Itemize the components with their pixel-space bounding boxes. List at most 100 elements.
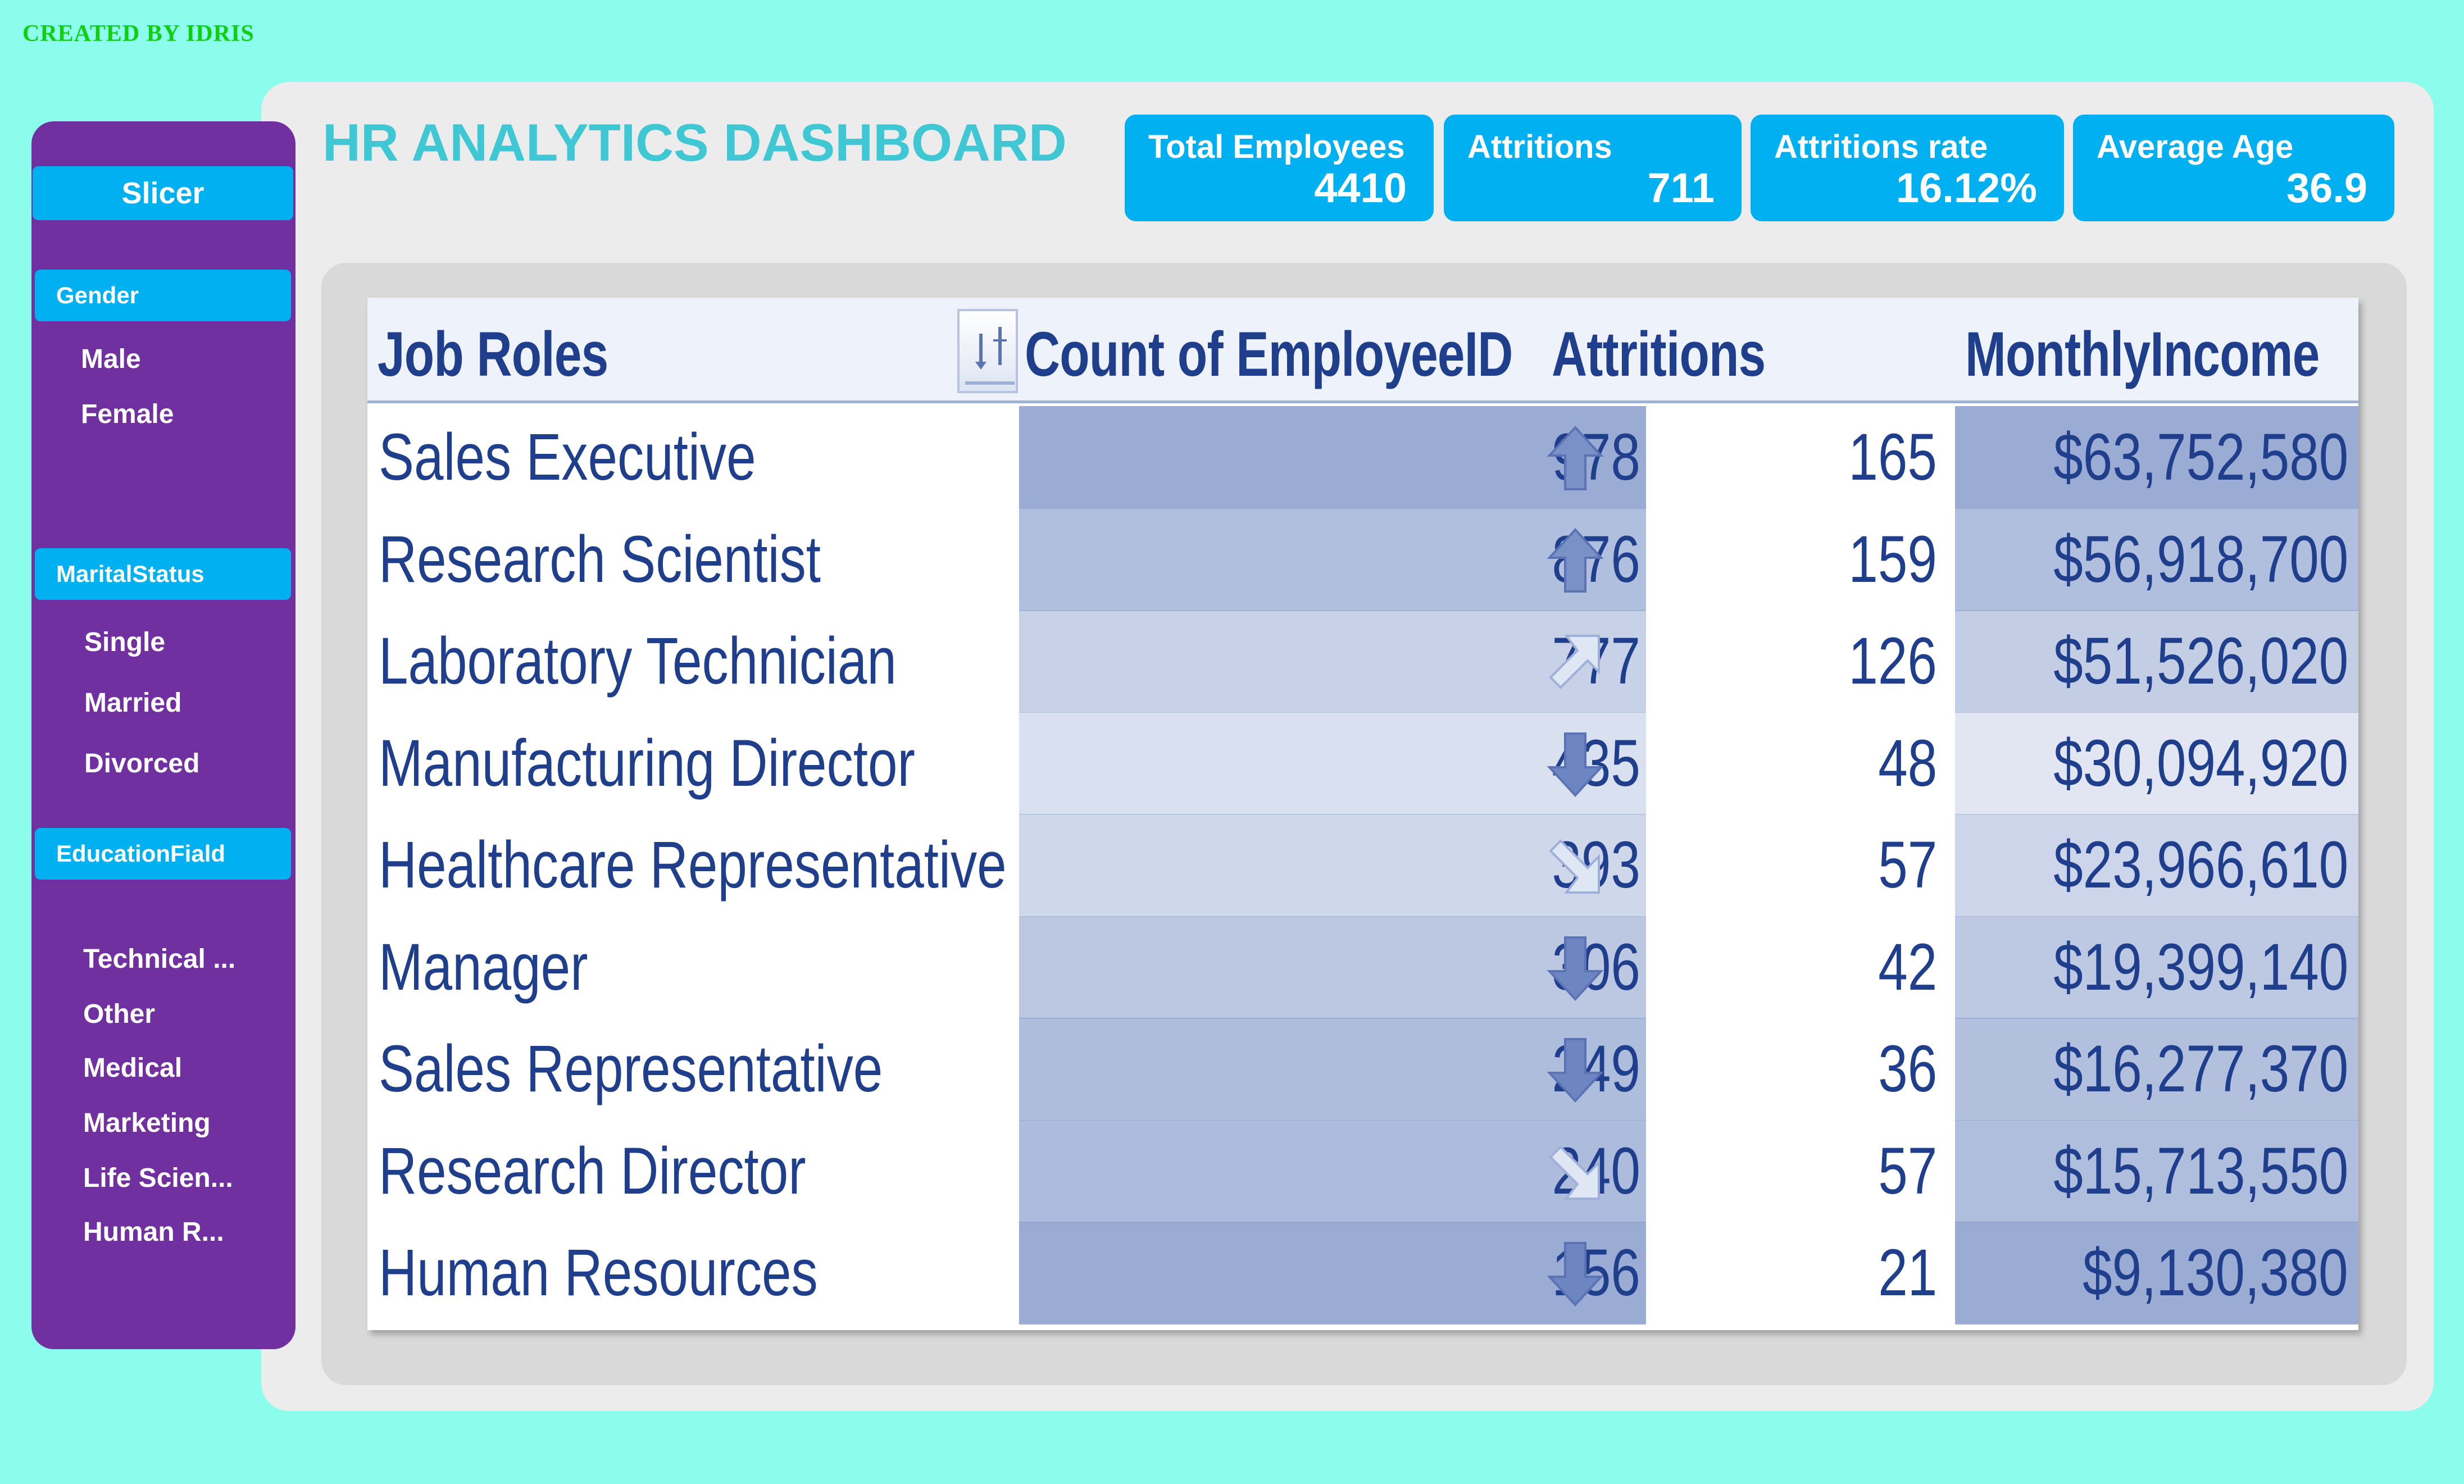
- income-cell: $19,399,140: [2053, 930, 2348, 1004]
- attrition-cell: 165: [1848, 420, 1937, 494]
- count-shade: [1019, 712, 1646, 815]
- down-right-icon: [1547, 1139, 1603, 1205]
- income-shade: [1955, 610, 2358, 713]
- kpi-label: Total Employees: [1148, 129, 1405, 165]
- income-cell: $63,752,580: [2053, 420, 2348, 494]
- attrition-cell: 21: [1877, 1236, 1937, 1310]
- slicer-item-technical[interactable]: Technical ...: [83, 944, 236, 974]
- kpi-attritions: Attritions 711: [1444, 115, 1742, 221]
- table-row: Healthcare Representative39357$23,966,61…: [367, 814, 2358, 917]
- count-shade: [1019, 406, 1646, 509]
- header-monthly-income: MonthlyIncome: [1965, 319, 2320, 389]
- job-role-cell: Research Scientist: [379, 522, 821, 597]
- kpi-label: Attritions: [1467, 129, 1612, 165]
- down-right-icon: [1547, 833, 1603, 899]
- education-slicer-header: EducationFiald: [35, 828, 291, 880]
- count-shade: [1019, 1018, 1646, 1121]
- job-role-cell: Research Director: [379, 1134, 806, 1208]
- income-cell: $16,277,370: [2053, 1032, 2348, 1106]
- down-icon: [1547, 731, 1604, 798]
- job-role-cell: Manager: [379, 930, 588, 1004]
- table-row: Sales Representative 249 36 $16,277,370: [367, 1018, 2358, 1121]
- kpi-value: 16.12%: [1896, 165, 2037, 211]
- slicer-sidebar: Slicer Gender Male Female MaritalStatus …: [31, 121, 296, 1349]
- slicer-item-life-sciences[interactable]: Life Scien...: [83, 1163, 233, 1193]
- attrition-cell: 42: [1877, 930, 1937, 1004]
- count-shade: [1019, 814, 1646, 917]
- income-cell: $56,918,700: [2053, 522, 2348, 597]
- kpi-label: Average Age: [2097, 129, 2294, 165]
- job-role-cell: Manufacturing Director: [379, 726, 915, 800]
- down-icon: [1547, 935, 1604, 1002]
- kpi-value: 4410: [1314, 165, 1407, 211]
- income-shade: [1955, 1222, 2358, 1324]
- pivot-header-row: Job Roles Count of EmployeeID Attritions…: [367, 298, 2358, 403]
- pivot-table: Job Roles Count of EmployeeID Attritions…: [367, 298, 2358, 1330]
- count-shade: [1019, 508, 1646, 611]
- job-role-cell: Human Resources: [379, 1236, 818, 1310]
- income-cell: $15,713,550: [2053, 1134, 2348, 1208]
- income-cell: $9,130,380: [2083, 1236, 2348, 1310]
- income-shade: [1955, 508, 2358, 611]
- up-right-icon: [1547, 629, 1603, 695]
- slicer-item-divorced[interactable]: Divorced: [84, 749, 200, 779]
- slicer-header: Slicer: [33, 166, 293, 220]
- table-row: Sales Executive 978 165 $63,752,580: [367, 406, 2358, 509]
- slicer-item-single[interactable]: Single: [84, 627, 166, 657]
- table-row: Manager 306 42 $19,399,140: [367, 916, 2358, 1019]
- up-icon: [1547, 425, 1604, 491]
- table-row: Manufacturing Director 435 48 $30,094,920: [367, 712, 2358, 815]
- up-icon: [1547, 527, 1604, 594]
- table-row: Laboratory Technician777126$51,526,020: [367, 610, 2358, 713]
- slicer-item-human-resources[interactable]: Human R...: [83, 1217, 224, 1247]
- marital-slicer-header: MaritalStatus: [35, 548, 291, 600]
- count-shade: [1019, 1119, 1646, 1223]
- down-icon: [1547, 1037, 1604, 1103]
- income-shade: [1955, 814, 2358, 917]
- count-shade: [1019, 610, 1646, 713]
- slicer-item-male[interactable]: Male: [81, 344, 141, 374]
- kpi-value: 36.9: [2286, 165, 2367, 211]
- job-role-cell: Healthcare Representative: [379, 828, 1007, 902]
- income-shade: [1955, 916, 2358, 1019]
- income-shade: [1955, 406, 2358, 509]
- income-shade: [1955, 1018, 2358, 1121]
- attrition-cell: 126: [1848, 624, 1937, 698]
- slicer-item-marketing[interactable]: Marketing: [83, 1108, 211, 1138]
- kpi-attrition-rate: Attritions rate 16.12%: [1751, 115, 2064, 221]
- attrition-cell: 48: [1877, 726, 1937, 800]
- slicer-item-female[interactable]: Female: [81, 399, 174, 429]
- page-title: HR ANALYTICS DASHBOARD: [322, 113, 1067, 172]
- attrition-cell: 159: [1848, 522, 1937, 597]
- gender-slicer-header: Gender: [35, 270, 291, 321]
- income-cell: $30,094,920: [2053, 726, 2348, 800]
- attrition-cell: 36: [1877, 1032, 1937, 1106]
- income-shade: [1955, 712, 2358, 815]
- kpi-average-age: Average Age 36.9: [2073, 115, 2394, 221]
- job-role-cell: Sales Representative: [379, 1032, 883, 1106]
- kpi-label: Attritions rate: [1774, 129, 1988, 165]
- header-attritions: Attritions: [1552, 319, 1766, 389]
- slicer-item-other[interactable]: Other: [83, 999, 156, 1029]
- down-icon: [1547, 1241, 1604, 1307]
- table-row: Research Scientist 876 159 $56,918,700: [367, 508, 2358, 611]
- header-job-roles: Job Roles: [378, 319, 608, 389]
- job-role-cell: Laboratory Technician: [379, 624, 897, 698]
- credit-label: CREATED BY IDRIS: [22, 21, 254, 47]
- income-cell: $23,966,610: [2053, 828, 2348, 902]
- table-row: Research Director24057$15,713,550: [367, 1119, 2358, 1223]
- filter-sort-icon[interactable]: [957, 309, 1018, 393]
- count-shade: [1019, 916, 1646, 1019]
- income-cell: $51,526,020: [2053, 624, 2348, 698]
- table-row: Human Resources 156 21 $9,130,380: [367, 1222, 2358, 1324]
- slicer-item-married[interactable]: Married: [84, 688, 182, 718]
- job-role-cell: Sales Executive: [379, 420, 756, 494]
- kpi-value: 711: [1647, 165, 1715, 211]
- kpi-total-employees: Total Employees 4410: [1125, 115, 1434, 221]
- count-shade: [1019, 1222, 1646, 1324]
- header-count-employee-id: Count of EmployeeID: [1025, 319, 1513, 389]
- income-shade: [1955, 1119, 2358, 1223]
- attrition-cell: 57: [1877, 1134, 1937, 1208]
- attrition-cell: 57: [1877, 828, 1937, 902]
- slicer-item-medical[interactable]: Medical: [83, 1053, 183, 1083]
